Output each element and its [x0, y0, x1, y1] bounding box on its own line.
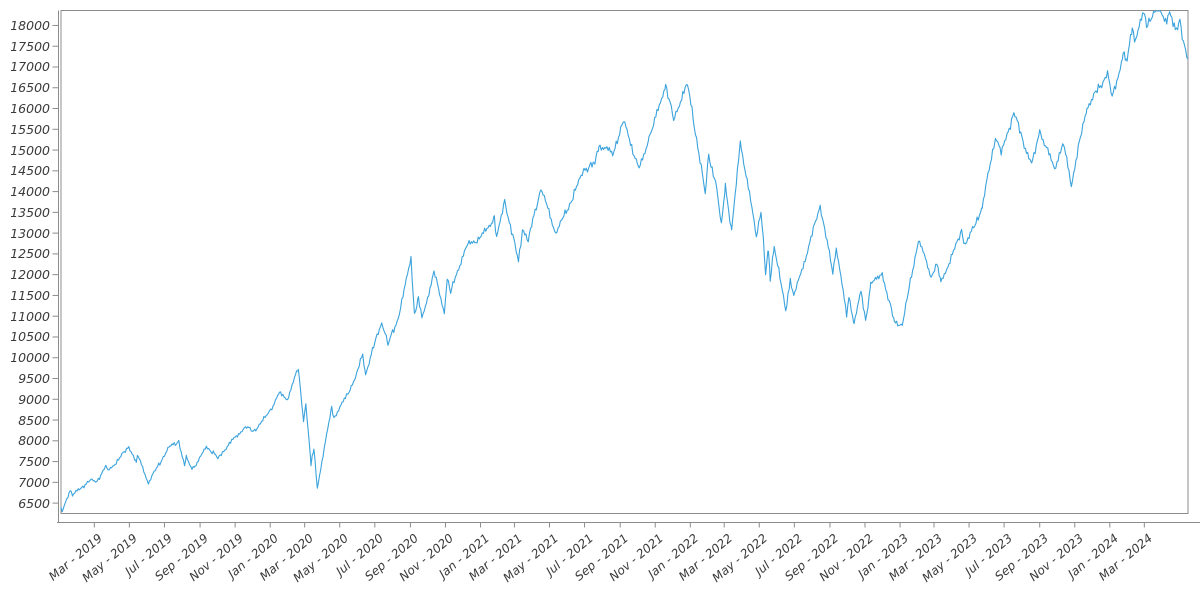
- y-tick-label: 16000: [10, 101, 50, 117]
- y-tick-label: 11500: [10, 287, 50, 303]
- y-tick-label: 12000: [10, 267, 50, 283]
- y-tick-label: 7500: [18, 454, 50, 470]
- y-tick-label: 14500: [10, 163, 50, 179]
- y-tick-label: 14000: [10, 184, 50, 200]
- y-tick-label: 8500: [18, 412, 50, 428]
- y-tick-label: 7000: [18, 474, 50, 490]
- y-tick-label: 6500: [18, 495, 50, 511]
- y-tick-label: 8000: [18, 433, 50, 449]
- y-tick-label: 17000: [10, 59, 50, 75]
- y-tick-label: 12500: [10, 246, 50, 262]
- y-tick-label: 18000: [10, 17, 50, 33]
- y-tick-label: 16500: [10, 80, 50, 96]
- price-line: [60, 10, 1189, 513]
- plot-panel-border: [60, 10, 1189, 514]
- y-tick-label: 15000: [10, 142, 50, 158]
- y-tick-label: 13000: [10, 225, 50, 241]
- y-tick-label: 9500: [18, 371, 50, 386]
- axis-ticks: [52, 24, 1145, 528]
- axes-frame: [57, 10, 1200, 523]
- y-tick-label: 10500: [10, 329, 50, 345]
- y-tick-label: 13500: [10, 204, 50, 220]
- plot-area: [60, 10, 1189, 513]
- y-tick-label: 11000: [10, 308, 50, 324]
- y-tick-label: 10000: [10, 350, 50, 366]
- y-tick-label: 15500: [10, 121, 50, 137]
- y-tick-label: 17500: [10, 38, 50, 54]
- y-tick-label: 9000: [18, 391, 50, 407]
